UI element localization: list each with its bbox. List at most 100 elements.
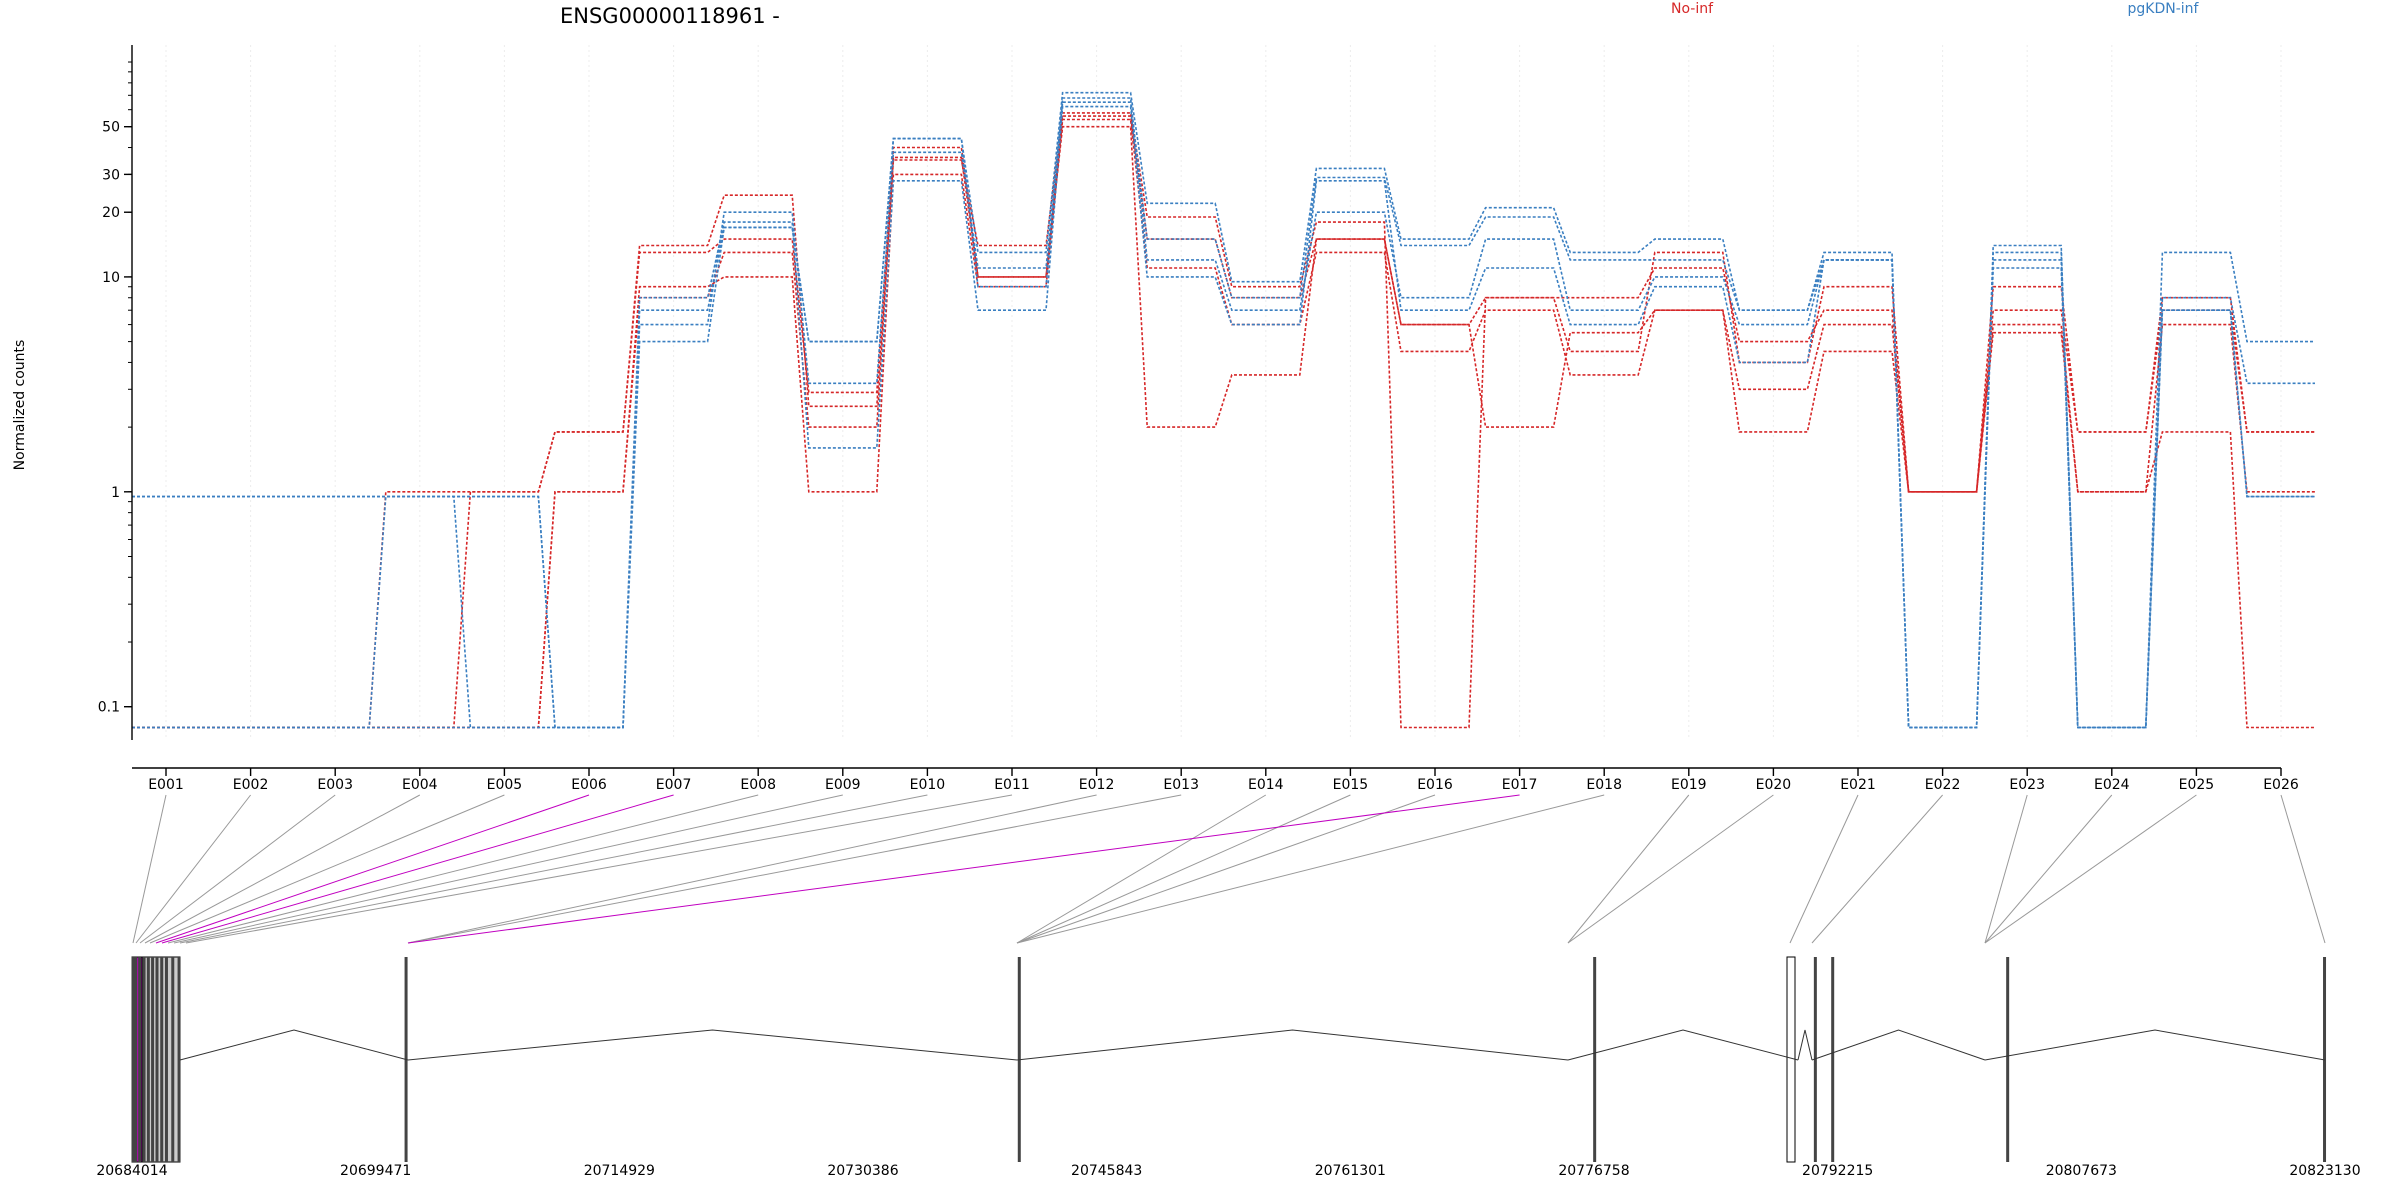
connector-E002 bbox=[135, 794, 251, 944]
x-tick-label: E025 bbox=[2179, 777, 2215, 793]
x-tick-label: E023 bbox=[2009, 777, 2045, 793]
connector-E018 bbox=[1016, 794, 1605, 944]
intron bbox=[1984, 1029, 2326, 1061]
exon bbox=[142, 957, 146, 1162]
y-axis-label: Normalized counts bbox=[12, 340, 28, 471]
vertical-gridlines bbox=[165, 45, 2282, 740]
connector-E010 bbox=[179, 794, 928, 944]
x-tick-label: E013 bbox=[1163, 777, 1199, 793]
y-tick-label: 30 bbox=[102, 167, 120, 183]
exon bbox=[155, 957, 159, 1162]
connector-E008 bbox=[167, 794, 759, 944]
x-tick-label: E026 bbox=[2263, 777, 2299, 793]
connector-E023 bbox=[1984, 794, 2028, 944]
series-pgkdn_inf-7 bbox=[132, 105, 2315, 729]
connector-E004 bbox=[144, 794, 421, 944]
exon bbox=[146, 957, 150, 1162]
intron bbox=[1811, 1029, 1986, 1061]
intron bbox=[179, 1029, 409, 1061]
exon bbox=[177, 957, 181, 1162]
connector-E009 bbox=[173, 794, 843, 944]
x-tick-label: E012 bbox=[1079, 777, 1115, 793]
connector-E015 bbox=[1016, 794, 1351, 944]
legend-no-inf: No-inf bbox=[1671, 1, 1714, 17]
legend-pgkdn-inf: pgKDN-inf bbox=[2128, 1, 2200, 17]
connector-E013 bbox=[407, 794, 1182, 944]
y-tick-label: 1 bbox=[111, 485, 120, 501]
intron bbox=[1567, 1029, 1799, 1061]
connector-E011 bbox=[185, 794, 1013, 944]
y-tick-label: 0.1 bbox=[98, 700, 120, 716]
x-tick-label: E002 bbox=[233, 777, 269, 793]
exon bbox=[1831, 957, 1835, 1162]
genomic-tick-label: 20745843 bbox=[1071, 1163, 1142, 1179]
x-tick-label: E010 bbox=[910, 777, 946, 793]
x-tick-label: E005 bbox=[487, 777, 523, 793]
gene-model bbox=[131, 956, 2327, 1163]
exon bbox=[1593, 957, 1597, 1162]
x-tick-label: E016 bbox=[1417, 777, 1453, 793]
connector-E026 bbox=[2280, 794, 2326, 944]
x-tick-label: E009 bbox=[825, 777, 861, 793]
exon bbox=[164, 957, 168, 1162]
y-tick-label: 20 bbox=[102, 205, 120, 221]
y-tick-label: 10 bbox=[102, 270, 120, 286]
x-tick-label: E011 bbox=[994, 777, 1030, 793]
exon bbox=[2006, 957, 2010, 1162]
connector-E024 bbox=[1984, 794, 2113, 944]
exon bbox=[134, 957, 138, 1162]
connector-E007 bbox=[161, 794, 674, 944]
exon bbox=[131, 957, 135, 1162]
x-tick-label: E003 bbox=[317, 777, 353, 793]
exon bbox=[151, 957, 155, 1162]
exon-open bbox=[1786, 956, 1796, 1163]
connector-E016 bbox=[1016, 794, 1436, 944]
connector-E019 bbox=[1567, 794, 1690, 944]
connector-E001 bbox=[132, 794, 167, 944]
connector-E020 bbox=[1567, 794, 1774, 944]
genomic-axis: 20684014 20699471 20714929 20730386 20745843… bbox=[96, 1163, 2360, 1179]
connector-E012 bbox=[407, 794, 1097, 944]
series-no_inf-0 bbox=[132, 112, 2315, 729]
x-tick-label: E021 bbox=[1840, 777, 1876, 793]
genomic-tick-label: 20714929 bbox=[584, 1163, 655, 1179]
genomic-tick-label: 20730386 bbox=[827, 1163, 898, 1179]
exon bbox=[160, 957, 164, 1162]
connector-E014 bbox=[1016, 794, 1267, 944]
genomic-tick-label: 20761301 bbox=[1315, 1163, 1386, 1179]
series-pgkdn_inf-5 bbox=[132, 101, 2315, 729]
intron bbox=[1016, 1029, 1569, 1061]
y-axis: 0.1 1 10 20 30 50 bbox=[98, 45, 133, 740]
genomic-tick-label: 20684014 bbox=[96, 1163, 167, 1179]
exon bbox=[138, 957, 142, 1162]
genomic-tick-label: 20699471 bbox=[340, 1163, 411, 1179]
x-tick-label: E007 bbox=[656, 777, 692, 793]
genomic-tick-label: 20792215 bbox=[1802, 1163, 1873, 1179]
connector-E005 bbox=[149, 794, 505, 944]
connector-E025 bbox=[1984, 794, 2197, 944]
series-lines bbox=[132, 91, 2315, 729]
chart-title: ENSG00000118961 - bbox=[560, 4, 780, 28]
exon bbox=[1813, 957, 1817, 1162]
x-tick-label: E018 bbox=[1586, 777, 1622, 793]
connector-E021 bbox=[1789, 794, 1859, 944]
x-tick-label: E022 bbox=[1925, 777, 1961, 793]
intron bbox=[407, 1029, 1018, 1061]
y-tick-label: 50 bbox=[102, 120, 120, 136]
x-tick-label: E019 bbox=[1671, 777, 1707, 793]
genomic-tick-label: 20776758 bbox=[1558, 1163, 1629, 1179]
genomic-tick-label: 20807673 bbox=[2046, 1163, 2117, 1179]
x-tick-label: E001 bbox=[148, 777, 184, 793]
connector-E006 bbox=[155, 794, 590, 944]
x-tick-label: E020 bbox=[1756, 777, 1792, 793]
x-tick-label: E008 bbox=[740, 777, 776, 793]
series-pgkdn_inf-6 bbox=[132, 97, 2315, 729]
intron bbox=[1797, 1029, 1813, 1061]
x-axis: E001 E002 E003 E004 E005 E006 E007 E008 E009 E010… bbox=[132, 767, 2299, 793]
x-tick-label: E004 bbox=[402, 777, 438, 793]
connector-E003 bbox=[139, 794, 336, 944]
connector-E022 bbox=[1811, 794, 1943, 944]
x-tick-label: E014 bbox=[1248, 777, 1284, 793]
exon-connector-lines bbox=[132, 794, 2326, 944]
